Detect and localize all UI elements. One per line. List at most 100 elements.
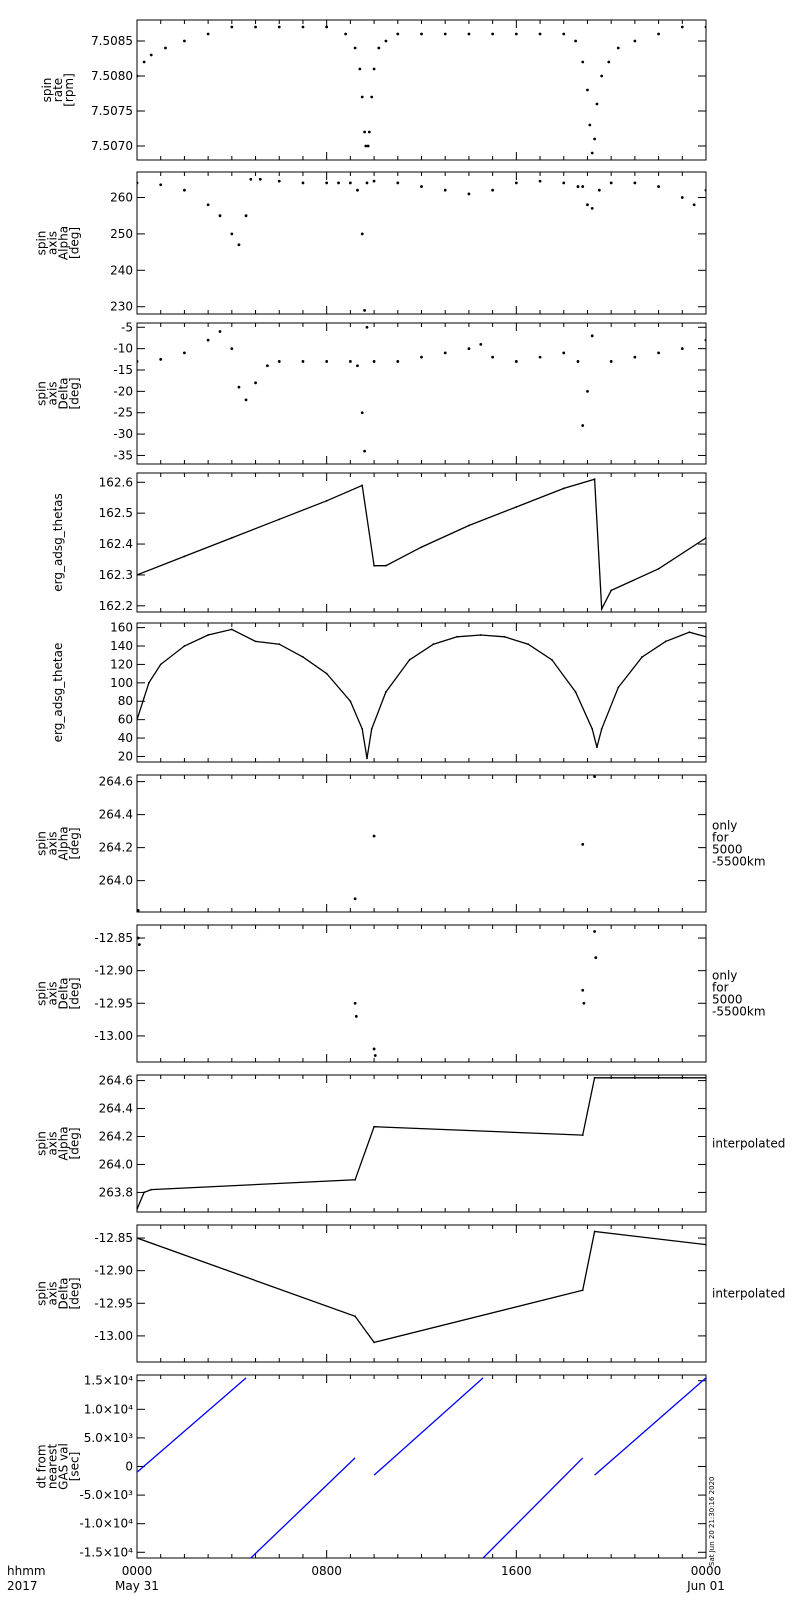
time-tick-label: May 31	[115, 1579, 159, 1593]
y-tick-label: 264.2	[99, 1130, 133, 1144]
y-tick-label: 263.8	[99, 1185, 133, 1199]
y-tick-label: -13.00	[94, 1029, 133, 1043]
side-label-line: for	[712, 831, 729, 845]
data-point	[230, 25, 234, 29]
data-point	[432, 643, 435, 646]
data-point	[593, 137, 596, 141]
y-axis-label-line: spin	[35, 1131, 49, 1156]
data-point	[562, 487, 565, 490]
data-point	[337, 181, 340, 185]
data-point	[278, 518, 281, 521]
panel-8: 263.8 264.0 264.2 264.4 264.6 spinaxisAlpha[d…	[35, 1074, 785, 1213]
data-segment	[482, 1457, 584, 1558]
data-point	[581, 60, 585, 64]
data-point	[218, 214, 222, 218]
data-point	[183, 39, 186, 43]
data-line	[137, 1230, 706, 1344]
data-point	[600, 727, 603, 730]
data-point	[325, 360, 329, 363]
y-tick-label: 264.4	[99, 1102, 133, 1116]
data-point	[230, 232, 234, 236]
panel-2-data	[137, 177, 706, 312]
data-point	[491, 188, 495, 192]
y-axis-label-line: axis	[46, 381, 60, 405]
data-point	[358, 67, 362, 71]
data-point	[206, 203, 210, 207]
data-point	[616, 46, 620, 50]
data-point	[325, 25, 329, 29]
data-point	[443, 32, 447, 36]
data-point	[581, 842, 585, 846]
data-line	[137, 478, 706, 612]
data-point	[595, 102, 599, 106]
data-point	[348, 181, 352, 185]
data-point	[514, 360, 518, 363]
side-label-line: only	[712, 969, 737, 983]
data-point	[467, 347, 471, 351]
side-label-line: interpolated	[712, 1137, 785, 1151]
y-tick-label: 264.0	[99, 874, 133, 888]
y-tick-label: 162.3	[99, 568, 133, 582]
data-point	[479, 634, 482, 636]
panel-10-frame	[136, 1374, 707, 1559]
generation-timestamp: Sat Jun 20 21:30:16 2020	[708, 1477, 716, 1566]
side-label-line: 5000	[712, 843, 743, 857]
y-tick-label: -30	[113, 427, 133, 441]
panel-6-frame	[136, 774, 707, 913]
y-axis-label-line: [deg]	[68, 828, 82, 860]
data-point	[633, 355, 637, 359]
data-point	[356, 188, 359, 192]
data-point	[137, 943, 141, 946]
data-point	[302, 656, 304, 658]
panel-4-data	[137, 478, 706, 612]
y-tick-label: 7.5080	[91, 69, 133, 83]
data-point	[372, 834, 376, 838]
y-tick-label: 162.6	[99, 475, 133, 489]
data-point	[354, 1178, 357, 1181]
data-point	[581, 424, 585, 427]
panel-5-data	[137, 628, 706, 760]
data-point	[590, 207, 594, 210]
y-axis-label-line: Alpha	[57, 226, 71, 260]
data-point	[353, 46, 357, 50]
y-axis-label-line: [deg]	[68, 378, 82, 410]
data-point	[586, 88, 589, 92]
data-point	[354, 1315, 357, 1318]
data-point	[244, 398, 248, 402]
data-point	[142, 60, 146, 64]
data-point	[581, 1289, 584, 1292]
y-tick-label: 5.0×10³	[84, 1431, 133, 1445]
data-point	[183, 351, 186, 355]
data-point	[385, 564, 387, 567]
y-tick-label: 80	[118, 694, 133, 708]
data-point	[479, 342, 483, 346]
data-point	[396, 360, 400, 363]
data-point	[325, 181, 329, 185]
data-point	[254, 381, 257, 385]
data-point	[159, 357, 163, 361]
data-point	[370, 95, 374, 99]
data-point	[503, 635, 506, 638]
data-point	[538, 32, 542, 36]
data-point	[581, 988, 585, 992]
data-point	[344, 32, 348, 36]
panel-9-data	[137, 1230, 706, 1344]
data-point	[301, 360, 305, 363]
data-point	[467, 32, 471, 36]
data-point	[538, 179, 542, 183]
y-tick-label: -12.85	[94, 931, 133, 945]
data-point	[183, 645, 186, 647]
y-tick-label: 264.0	[99, 1157, 133, 1171]
data-point	[515, 506, 518, 508]
data-point	[586, 203, 589, 207]
data-point	[237, 243, 241, 247]
data-point	[609, 360, 613, 363]
data-point	[218, 330, 222, 333]
data-point	[705, 536, 706, 539]
data-point	[370, 727, 373, 730]
y-tick-label: 20	[118, 749, 133, 763]
data-point	[207, 634, 210, 636]
panel-8-frame	[136, 1074, 707, 1213]
y-tick-label: 162.5	[99, 506, 133, 520]
